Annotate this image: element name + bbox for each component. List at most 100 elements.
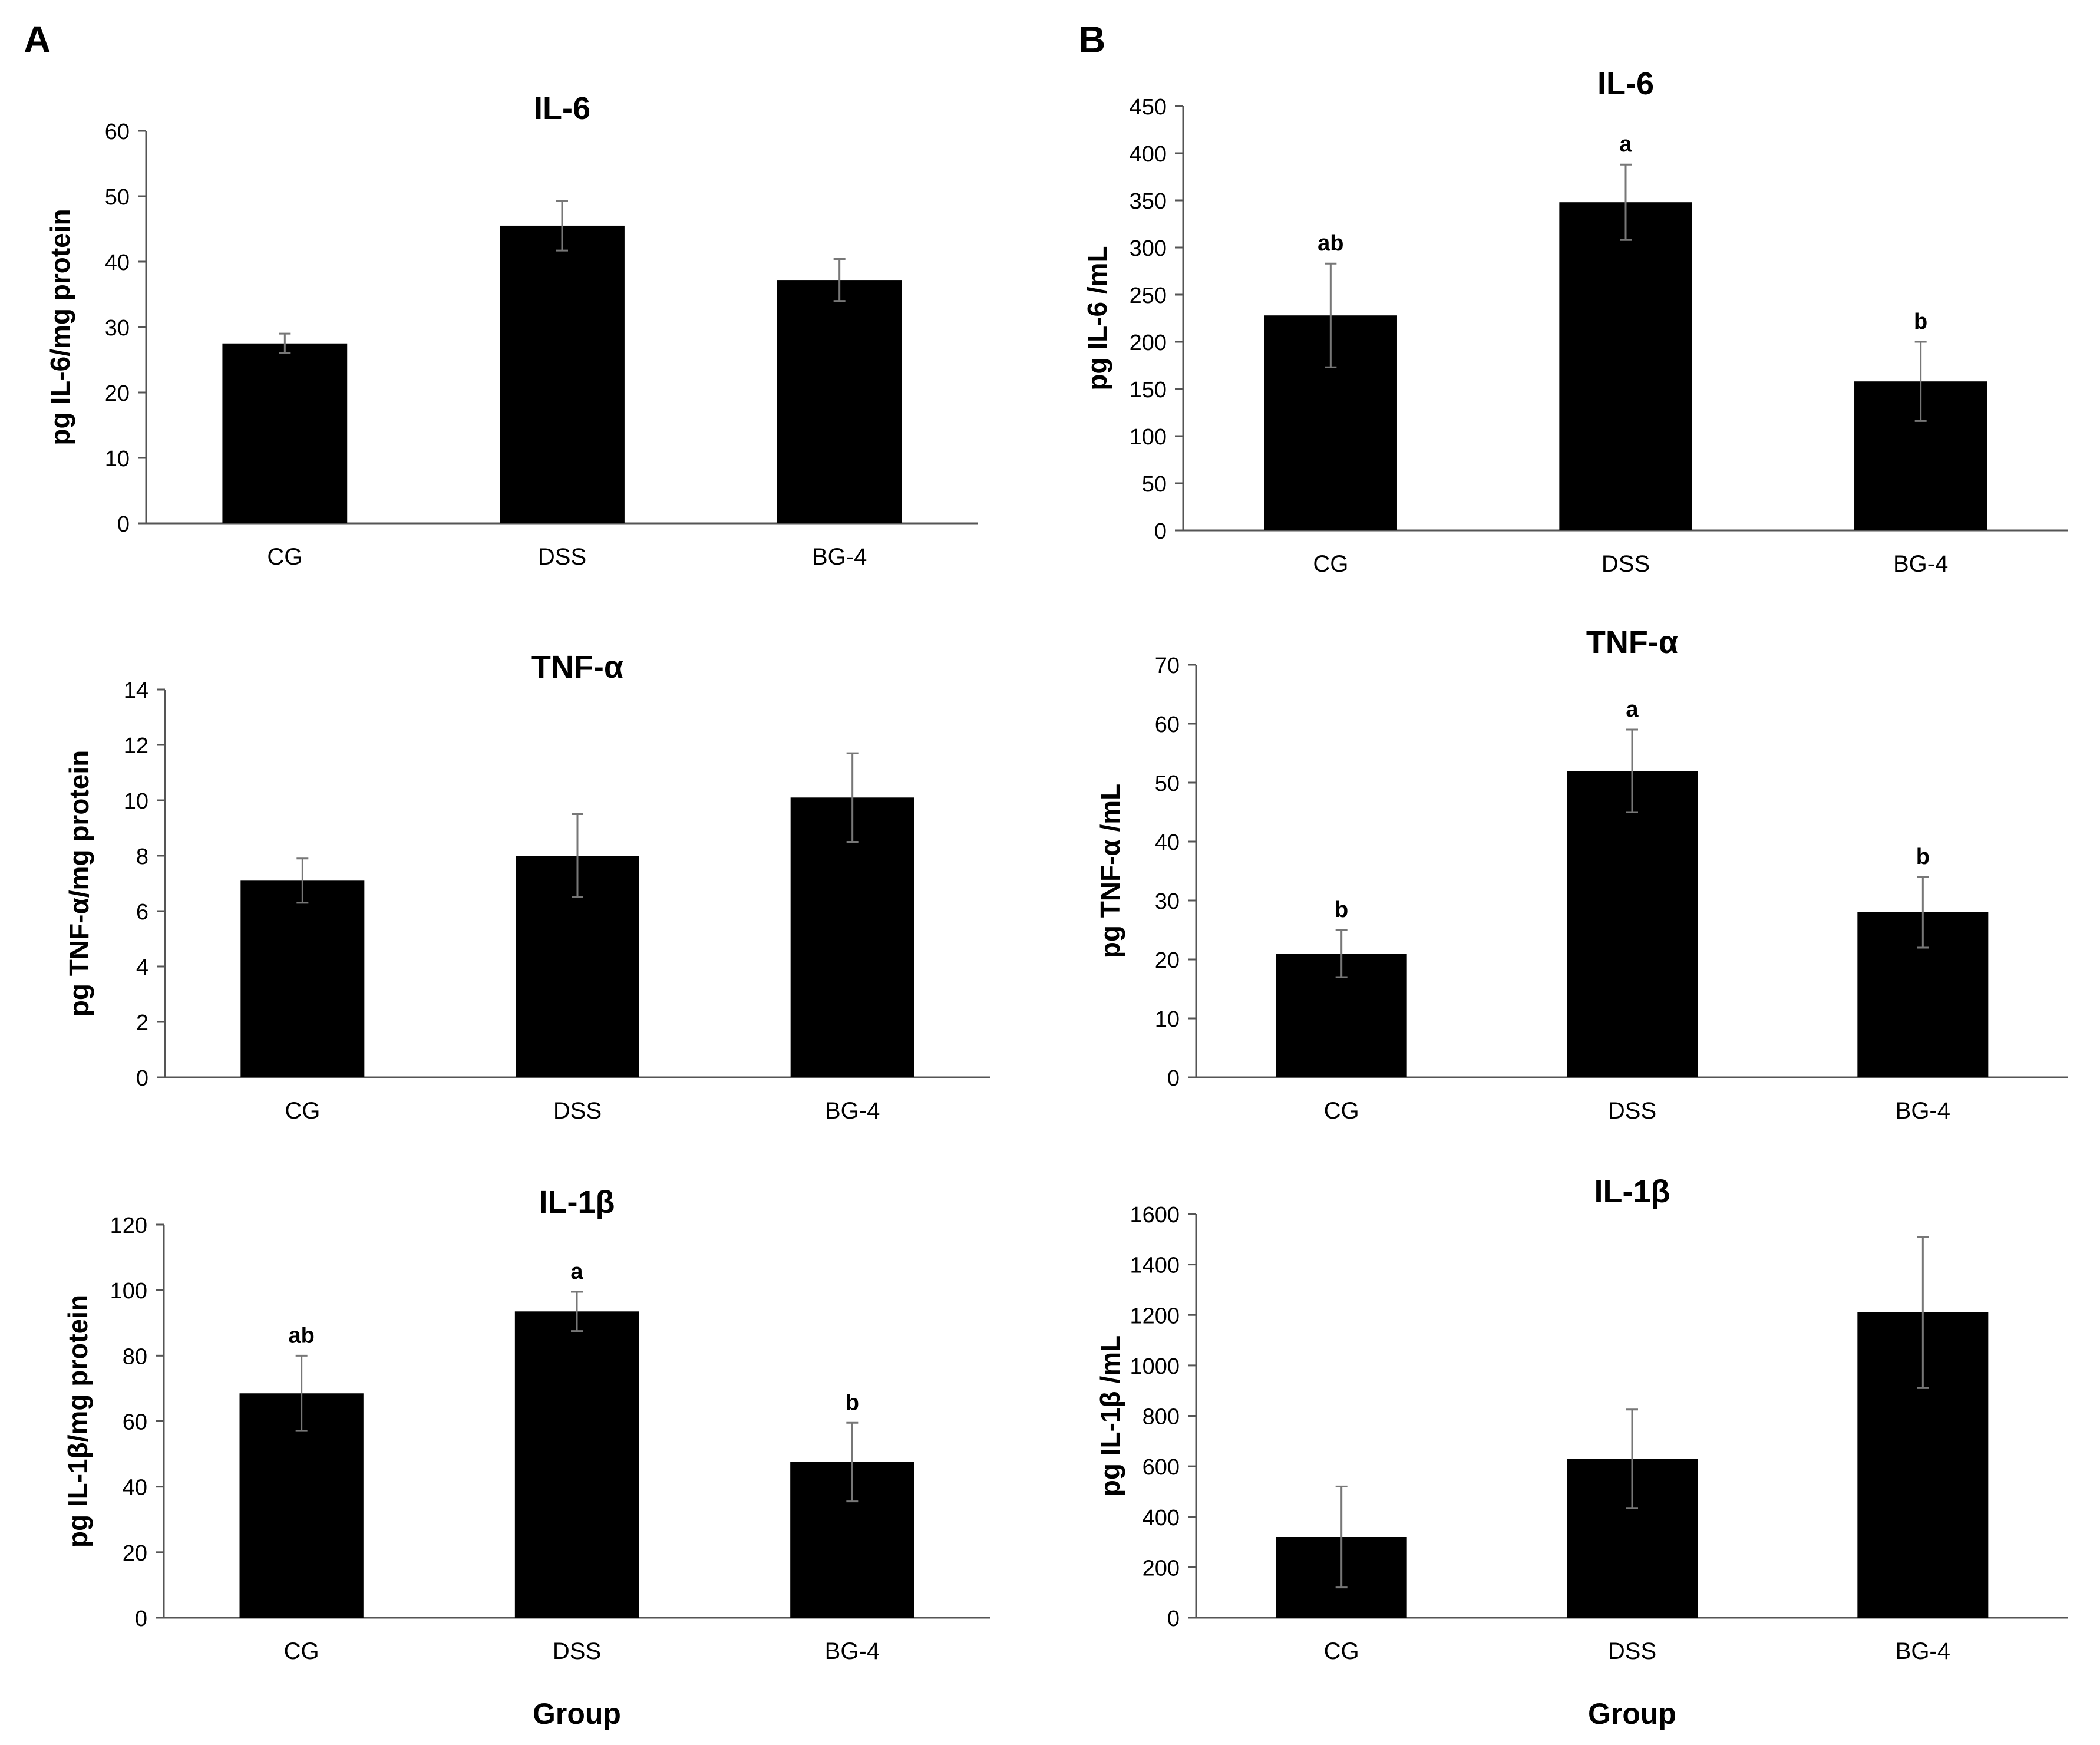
y-tick-label: 800 (1143, 1405, 1180, 1430)
y-tick-label: 10 (1155, 1007, 1180, 1032)
x-axis-label: Group (1588, 1697, 1676, 1730)
y-tick-label: 0 (1154, 519, 1167, 544)
significance-letter: a (1626, 697, 1639, 722)
chart-title: IL-6 (1597, 66, 1654, 101)
y-tick-label: 20 (105, 381, 130, 406)
x-tick-label: DSS (1602, 551, 1650, 577)
y-tick-label: 300 (1130, 236, 1167, 261)
significance-letter: b (1914, 309, 1927, 334)
x-tick-label: CG (284, 1638, 319, 1664)
bar-dss (1559, 202, 1692, 530)
x-tick-label: BG-4 (825, 1638, 880, 1664)
chart-1: IL-6 0 10 20 30 40 50 60 pg IL-6/mg protein CG DSS… (45, 91, 978, 570)
panel-label-b: B (1078, 18, 1106, 61)
y-axis-label: pg TNF-α /mL (1095, 784, 1125, 959)
y-tick-label: 400 (1143, 1506, 1180, 1530)
x-tick-label: DSS (538, 544, 586, 570)
y-tick-label: 600 (1143, 1455, 1180, 1480)
y-tick-label: 350 (1130, 189, 1167, 214)
y-tick-label: 50 (1155, 771, 1180, 796)
x-tick-label: DSS (553, 1098, 602, 1124)
bar-cg (240, 880, 365, 1077)
chart-title: TNF-α (1586, 625, 1678, 660)
significance-letter: ab (1318, 231, 1343, 256)
y-tick-label: 40 (123, 1476, 147, 1500)
chart-title: IL-1β (1594, 1174, 1670, 1209)
chart-5: IL-1β 0 20 40 60 80 100 120 pg IL-1β/mg protein a… (62, 1185, 990, 1730)
y-axis-label: pg TNF-α/mg protein (64, 750, 94, 1017)
y-tick-label: 200 (1130, 331, 1167, 355)
y-tick-label: 120 (110, 1213, 147, 1238)
y-tick-label: 4 (136, 955, 148, 980)
y-tick-label: 60 (1155, 712, 1180, 737)
y-tick-label: 20 (1155, 948, 1180, 973)
significance-letter: ab (288, 1323, 314, 1348)
y-axis-label: pg IL-6 /mL (1082, 246, 1112, 390)
significance-letter: b (1916, 845, 1930, 869)
panel-label-a: A (24, 18, 51, 61)
y-tick-label: 8 (136, 845, 148, 869)
x-tick-label: DSS (1608, 1098, 1656, 1124)
x-tick-label: CG (1324, 1638, 1359, 1664)
x-tick-label: BG-4 (1896, 1098, 1950, 1124)
bar-dss (1567, 771, 1698, 1077)
bar-cg (222, 343, 348, 523)
y-tick-label: 6 (136, 900, 148, 925)
chart-2: IL-6 0 50 100 150 200 250 300 350 400 450 pg IL-6 /… (1082, 66, 2068, 577)
y-tick-label: 0 (117, 512, 130, 537)
y-tick-label: 1000 (1130, 1354, 1180, 1379)
y-tick-label: 60 (105, 120, 130, 144)
significance-letter: a (570, 1259, 583, 1284)
y-tick-label: 10 (105, 447, 130, 471)
x-tick-label: BG-4 (1896, 1638, 1950, 1664)
significance-letter: b (846, 1390, 859, 1415)
chart-4: TNF-α 0 10 20 30 40 50 60 70 pg TNF-α /mL b CG a DSS b… (1095, 625, 2068, 1124)
y-tick-label: 100 (1130, 425, 1167, 450)
chart-title: TNF-α (531, 649, 623, 685)
y-tick-label: 40 (105, 250, 130, 275)
chart-title: IL-1β (539, 1185, 615, 1220)
y-tick-label: 50 (1142, 472, 1167, 497)
y-tick-label: 0 (1167, 1066, 1180, 1091)
y-tick-label: 12 (124, 734, 148, 758)
y-tick-label: 1400 (1130, 1254, 1180, 1278)
y-tick-label: 80 (123, 1344, 147, 1369)
chart-3: TNF-α 0 2 4 6 8 10 12 14 pg TNF-α/mg protein CG DSS… (64, 649, 990, 1124)
y-axis-label: pg IL-1β/mg protein (62, 1295, 93, 1548)
x-tick-label: CG (267, 544, 302, 570)
y-axis-label: pg IL-1β /mL (1095, 1335, 1125, 1496)
x-axis-label: Group (533, 1697, 621, 1730)
bar-dss (500, 225, 625, 523)
significance-letter: b (1335, 898, 1348, 922)
y-tick-label: 100 (110, 1279, 147, 1304)
y-tick-label: 1600 (1130, 1203, 1180, 1228)
y-tick-label: 10 (124, 789, 148, 814)
y-tick-label: 40 (1155, 830, 1180, 855)
y-tick-label: 60 (123, 1410, 147, 1435)
y-tick-label: 0 (136, 1066, 148, 1091)
y-tick-label: 200 (1143, 1556, 1180, 1581)
y-tick-label: 400 (1130, 142, 1167, 167)
x-tick-label: BG-4 (812, 544, 867, 570)
chart-title: IL-6 (534, 91, 590, 126)
y-tick-label: 2 (136, 1011, 148, 1035)
x-tick-label: CG (285, 1098, 320, 1124)
x-tick-label: BG-4 (825, 1098, 880, 1124)
significance-letter: a (1619, 132, 1632, 157)
y-tick-label: 50 (105, 185, 130, 210)
y-tick-label: 14 (124, 678, 148, 703)
y-tick-label: 0 (135, 1607, 147, 1631)
bar-bg-4 (777, 280, 902, 523)
y-tick-label: 0 (1167, 1607, 1180, 1631)
x-tick-label: DSS (1608, 1638, 1656, 1664)
y-tick-label: 30 (105, 316, 130, 341)
chart-6: IL-1β 0 200 400 600 800 1000 1200 1400 1600 pg IL-… (1095, 1174, 2068, 1730)
x-tick-label: BG-4 (1893, 551, 1948, 577)
bar-bg-4 (790, 797, 914, 1077)
y-tick-label: 150 (1130, 378, 1167, 403)
x-tick-label: CG (1324, 1098, 1359, 1124)
y-tick-label: 250 (1130, 283, 1167, 308)
bar-dss (514, 1311, 639, 1618)
